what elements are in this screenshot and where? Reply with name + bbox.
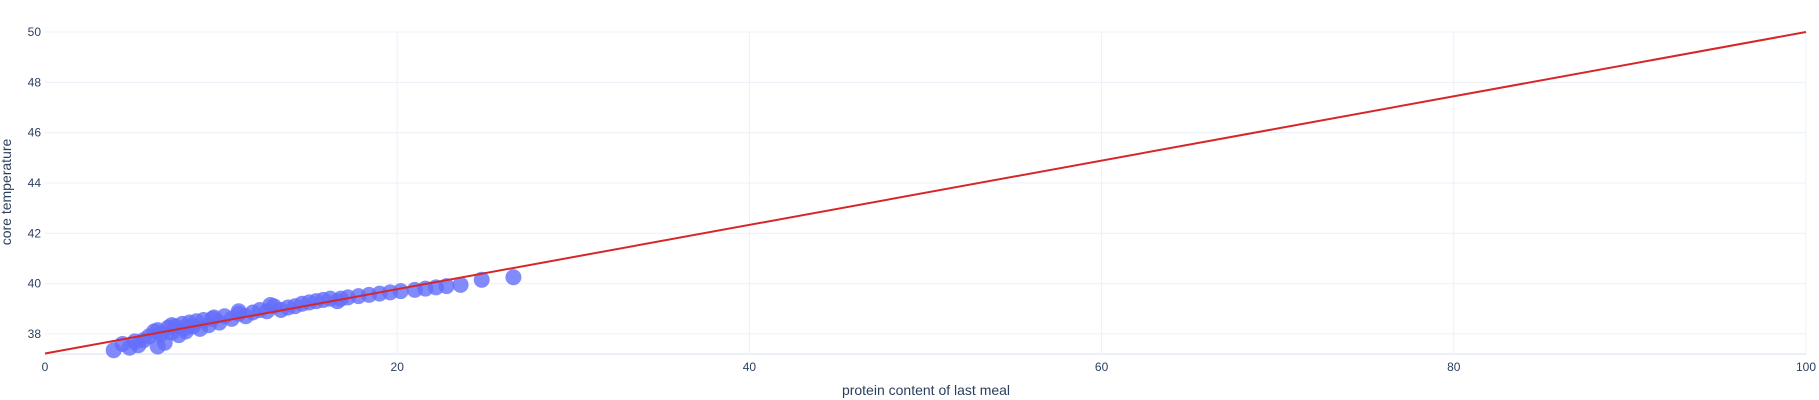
- y-tick-label: 38: [28, 327, 42, 341]
- scatter-point: [149, 322, 166, 339]
- y-tick-label: 42: [28, 226, 42, 240]
- scatter-point: [438, 278, 455, 295]
- scatter-point: [505, 269, 522, 286]
- x-tick-label: 80: [1447, 360, 1461, 374]
- x-tick-label: 40: [743, 360, 757, 374]
- x-tick-label: 0: [42, 360, 49, 374]
- scatter-point: [262, 296, 279, 313]
- y-tick-label: 46: [28, 126, 42, 140]
- grid-lines: [45, 31, 1807, 354]
- x-tick-label: 100: [1796, 360, 1816, 374]
- scatter-point: [473, 271, 490, 288]
- scatter-point: [392, 283, 409, 300]
- y-tick-label: 40: [28, 277, 42, 291]
- data-marks: [44, 31, 1807, 359]
- y-tick-label: 50: [28, 25, 42, 39]
- x-tick-label: 20: [391, 360, 405, 374]
- scatter-point: [230, 303, 247, 320]
- x-axis-title: protein content of last meal: [842, 382, 1010, 398]
- y-tick-label: 44: [28, 176, 42, 190]
- y-tick-label: 48: [28, 75, 42, 89]
- y-axis-title: core temperature: [0, 138, 14, 245]
- trend-line: [44, 31, 1807, 355]
- x-tick-label: 60: [1095, 360, 1109, 374]
- scatter-point: [452, 276, 469, 293]
- tick-labels: 0 20 40 60 80 100 38 40 42 44 46 48 50: [28, 25, 1817, 374]
